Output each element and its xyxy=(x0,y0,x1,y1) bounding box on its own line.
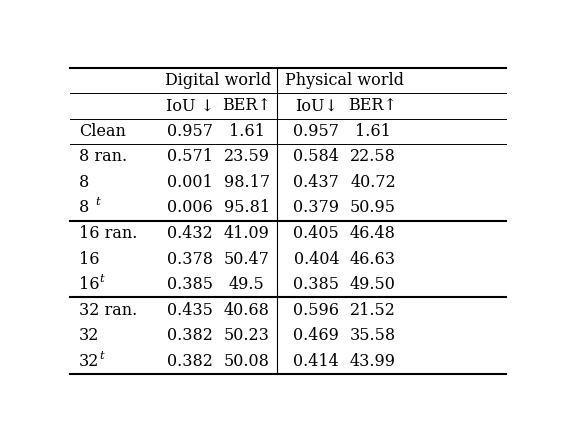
Text: BER↑: BER↑ xyxy=(348,97,397,114)
Text: 32: 32 xyxy=(79,353,99,370)
Text: 0.404: 0.404 xyxy=(293,250,339,267)
Text: t: t xyxy=(100,274,105,284)
Text: 0.571: 0.571 xyxy=(167,148,213,165)
Text: 50.47: 50.47 xyxy=(224,250,270,267)
Text: 23.59: 23.59 xyxy=(224,148,270,165)
Text: 0.382: 0.382 xyxy=(167,327,213,344)
Text: 1.61: 1.61 xyxy=(229,123,265,140)
Text: 50.08: 50.08 xyxy=(224,353,270,370)
Text: 43.99: 43.99 xyxy=(350,353,396,370)
Text: BER↑: BER↑ xyxy=(222,97,271,114)
Text: 0.006: 0.006 xyxy=(167,199,213,216)
Text: Digital world: Digital world xyxy=(165,72,271,89)
Text: 21.52: 21.52 xyxy=(350,302,396,319)
Text: 0.432: 0.432 xyxy=(167,225,213,242)
Text: IoU ↓: IoU ↓ xyxy=(166,97,214,114)
Text: 16: 16 xyxy=(79,250,99,267)
Text: 0.435: 0.435 xyxy=(167,302,213,319)
Text: 1.61: 1.61 xyxy=(355,123,391,140)
Text: 0.382: 0.382 xyxy=(167,353,213,370)
Text: 0.957: 0.957 xyxy=(167,123,213,140)
Text: 0.957: 0.957 xyxy=(293,123,339,140)
Text: 0.378: 0.378 xyxy=(167,250,213,267)
Text: 0.379: 0.379 xyxy=(293,199,339,216)
Text: 8: 8 xyxy=(79,174,89,191)
Text: 0.405: 0.405 xyxy=(293,225,339,242)
Text: Clean: Clean xyxy=(79,123,126,140)
Text: 40.68: 40.68 xyxy=(224,302,270,319)
Text: 32 ran.: 32 ran. xyxy=(79,302,137,319)
Text: 0.596: 0.596 xyxy=(293,302,339,319)
Text: 0.001: 0.001 xyxy=(167,174,213,191)
Text: 0.469: 0.469 xyxy=(293,327,339,344)
Text: 49.50: 49.50 xyxy=(350,276,396,293)
Text: 49.5: 49.5 xyxy=(229,276,265,293)
Text: IoU↓: IoU↓ xyxy=(295,97,338,114)
Text: 40.72: 40.72 xyxy=(350,174,396,191)
Text: 0.414: 0.414 xyxy=(293,353,339,370)
Text: 8 ran.: 8 ran. xyxy=(79,148,127,165)
Text: 46.48: 46.48 xyxy=(350,225,396,242)
Text: 50.23: 50.23 xyxy=(224,327,270,344)
Text: 0.584: 0.584 xyxy=(293,148,339,165)
Text: t: t xyxy=(100,351,105,361)
Text: 50.95: 50.95 xyxy=(350,199,396,216)
Text: 46.63: 46.63 xyxy=(350,250,396,267)
Text: 16: 16 xyxy=(79,276,99,293)
Text: t: t xyxy=(96,198,100,207)
Text: Physical world: Physical world xyxy=(285,72,404,89)
Text: 0.437: 0.437 xyxy=(293,174,339,191)
Text: 41.09: 41.09 xyxy=(224,225,270,242)
Text: 0.385: 0.385 xyxy=(293,276,339,293)
Text: 8: 8 xyxy=(79,199,89,216)
Text: 98.17: 98.17 xyxy=(224,174,270,191)
Text: 22.58: 22.58 xyxy=(350,148,396,165)
Text: 35.58: 35.58 xyxy=(350,327,396,344)
Text: 0.385: 0.385 xyxy=(167,276,213,293)
Text: 32: 32 xyxy=(79,327,99,344)
Text: 16 ran.: 16 ran. xyxy=(79,225,137,242)
Text: 95.81: 95.81 xyxy=(224,199,270,216)
